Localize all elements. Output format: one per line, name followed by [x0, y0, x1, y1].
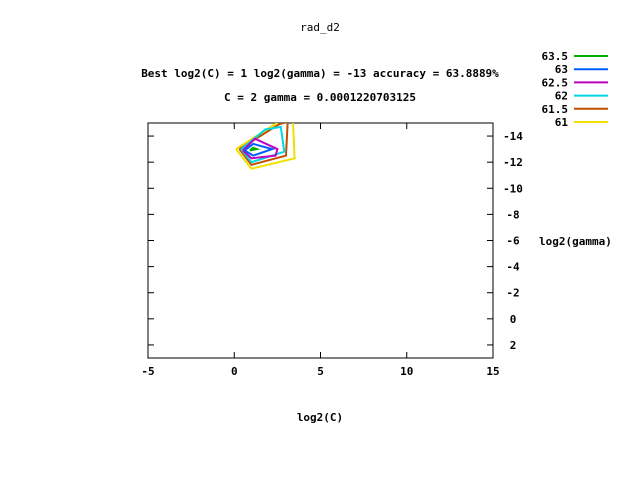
legend-label-62_5: 62.5	[542, 76, 569, 89]
legend-label-61_5: 61.5	[542, 103, 569, 116]
x-tick-label-4: 15	[486, 365, 499, 378]
y-tick-label-4: -6	[506, 235, 520, 248]
x-axis-label: log2(C)	[297, 411, 343, 424]
y-tick-label-3: -8	[506, 208, 519, 221]
y-tick-label-2: -10	[503, 182, 523, 195]
x-tick-label-0: -5	[141, 365, 154, 378]
y-tick-label-1: -12	[503, 156, 523, 169]
x-tick-label-2: 5	[317, 365, 324, 378]
contour-line-61	[235, 123, 296, 170]
legend-label-61: 61	[555, 116, 569, 129]
y-tick-label-6: -2	[506, 287, 519, 300]
x-tick-label-3: 10	[400, 365, 413, 378]
legend-label-63: 63	[555, 63, 568, 76]
contour-line-63_5	[249, 146, 261, 152]
chart-subtitle-c-gamma: C = 2 gamma = 0.0001220703125	[224, 91, 416, 104]
legend-label-63_5: 63.5	[542, 50, 569, 63]
contour-line-63	[243, 142, 276, 157]
y-tick-label-8: 2	[510, 339, 517, 352]
plot-frame	[147, 122, 494, 359]
chart-title: rad_d2	[300, 21, 340, 34]
y-tick-label-7: 0	[510, 313, 517, 326]
contour-line-62_5	[242, 137, 279, 160]
x-tick-label-1: 0	[231, 365, 238, 378]
plot-area: -5 0 5 10 15 -14 -12 -10 -8 -6 -4 -2 0 2	[141, 122, 523, 378]
contour-group	[235, 123, 296, 170]
y-tick-label-0: -14	[503, 130, 523, 143]
y-tick-label-5: -4	[506, 261, 520, 274]
contour-line-62	[240, 125, 286, 164]
legend-label-62: 62	[555, 90, 568, 103]
y-axis-label: log2(gamma)	[539, 235, 612, 248]
chart-subtitle-best-params: Best log2(C) = 1 log2(gamma) = -13 accur…	[141, 67, 499, 80]
